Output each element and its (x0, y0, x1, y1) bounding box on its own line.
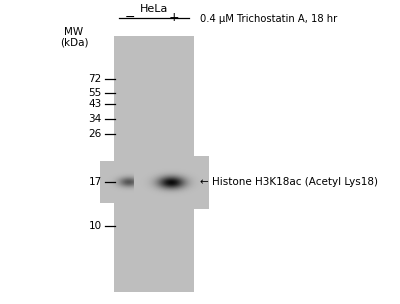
Text: 17: 17 (88, 178, 102, 187)
Text: −: − (125, 11, 135, 24)
Text: 72: 72 (88, 74, 102, 84)
Text: 34: 34 (88, 114, 102, 123)
Text: 55: 55 (88, 88, 102, 98)
Text: HeLa: HeLa (140, 4, 168, 14)
Text: 26: 26 (88, 129, 102, 139)
Text: 10: 10 (88, 222, 102, 231)
Text: (kDa): (kDa) (60, 37, 88, 47)
Text: MW: MW (64, 27, 84, 37)
Text: 43: 43 (88, 99, 102, 109)
Text: +: + (169, 11, 179, 24)
Bar (114, 36, 194, 292)
Text: ← Histone H3K18ac (Acetyl Lys18): ← Histone H3K18ac (Acetyl Lys18) (200, 178, 378, 187)
Text: 0.4 μM Trichostatin A, 18 hr: 0.4 μM Trichostatin A, 18 hr (200, 14, 337, 24)
